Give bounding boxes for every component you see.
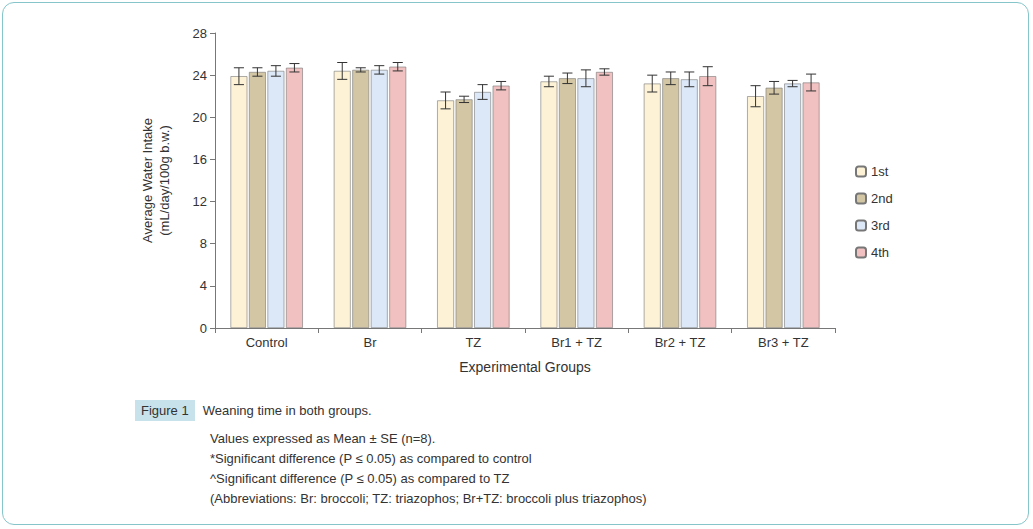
svg-text:3rd: 3rd [871, 218, 890, 233]
svg-text:Average Water Intake: Average Water Intake [140, 118, 155, 243]
svg-text:12: 12 [193, 194, 207, 209]
html-text:Figure 1: Figure 1 [141, 403, 189, 418]
svg-text:Br2 + TZ: Br2 + TZ [655, 335, 706, 350]
svg-text:TZ: TZ [465, 335, 481, 350]
svg-text:4: 4 [200, 278, 207, 293]
svg-text:0: 0 [200, 321, 207, 336]
html-text:(Abbreviations: Br: broccoli;: (Abbreviations: Br: broccoli; TZ: triazo… [210, 491, 647, 506]
svg-text:Experimental Groups: Experimental Groups [459, 359, 591, 375]
svg-text:2nd: 2nd [871, 191, 893, 206]
svg-text:Br: Br [364, 335, 378, 350]
svg-text:4th: 4th [871, 245, 889, 260]
html-text:Weaning time in both groups.: Weaning time in both groups. [202, 403, 372, 418]
svg-text:Br1 + TZ: Br1 + TZ [551, 335, 602, 350]
svg-text:28: 28 [193, 26, 207, 41]
svg-text:8: 8 [200, 236, 207, 251]
svg-text:Control: Control [246, 335, 288, 350]
svg-text:(mL/day/100g b.w.): (mL/day/100g b.w.) [157, 125, 172, 236]
svg-text:20: 20 [193, 110, 207, 125]
svg-text:24: 24 [193, 68, 207, 83]
html-text:*Significant difference (P ≤ 0: *Significant difference (P ≤ 0.05) as co… [210, 451, 532, 466]
svg-text:16: 16 [193, 152, 207, 167]
svg-text:Br3 + TZ: Br3 + TZ [758, 335, 809, 350]
svg-text:1st: 1st [871, 164, 889, 179]
html-text:^Significant difference (P ≤ 0: ^Significant difference (P ≤ 0.05) as co… [210, 471, 510, 486]
html-text:Values expressed as Mean ± SE: Values expressed as Mean ± SE (n=8). [210, 431, 436, 446]
